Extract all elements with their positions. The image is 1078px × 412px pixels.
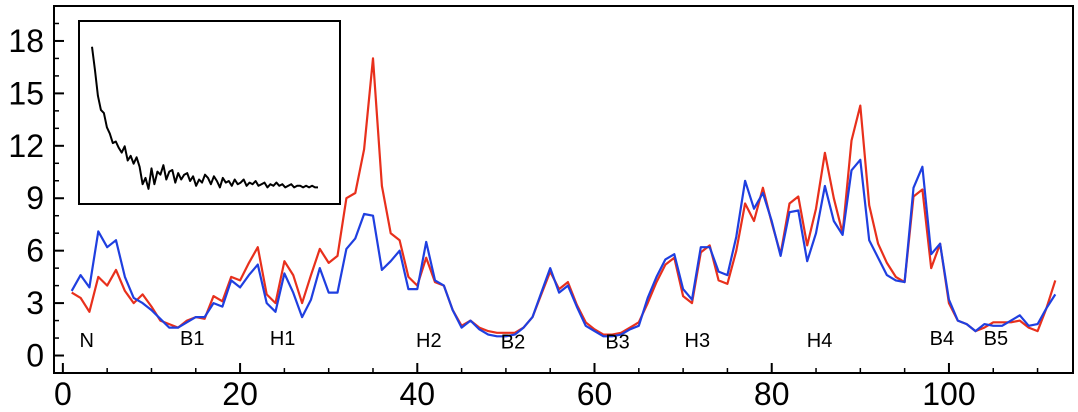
series-line-2 xyxy=(70,158,1057,338)
region-label: B1 xyxy=(180,328,204,350)
inset-series-line xyxy=(91,46,318,190)
y-tick-label: 9 xyxy=(26,180,44,216)
x-tick-label: 80 xyxy=(754,376,790,412)
y-tick-label: 0 xyxy=(26,338,44,374)
region-label: H4 xyxy=(807,330,833,352)
x-tick-label: 60 xyxy=(577,376,613,412)
plot-frame xyxy=(53,5,1074,374)
x-tick-label: 100 xyxy=(922,376,975,412)
y-axis: 0 3 6 9 12 15 18 xyxy=(8,22,64,374)
region-label: H1 xyxy=(270,328,296,350)
region-label: B2 xyxy=(501,332,525,354)
inset-frame xyxy=(78,20,341,205)
region-label: B4 xyxy=(930,328,954,350)
region-label: B5 xyxy=(984,328,1008,350)
series-line-1 xyxy=(71,57,1057,336)
x-tick-label: 0 xyxy=(54,376,72,412)
y-tick-label: 12 xyxy=(8,128,44,164)
region-label: N xyxy=(80,330,94,352)
y-tick-label: 6 xyxy=(26,233,44,269)
x-axis: 0 20 40 60 80 100 xyxy=(54,363,1039,412)
region-labels: N B1 H1 H2 B2 B3 H3 H4 B4 B5 xyxy=(80,328,1009,353)
y-tick-label: 3 xyxy=(26,285,44,321)
x-tick-label: 20 xyxy=(222,376,258,412)
x-tick-label: 40 xyxy=(399,376,435,412)
y-tick-label: 18 xyxy=(8,23,44,59)
y-tick-label: 15 xyxy=(8,75,44,111)
series-layer xyxy=(70,57,1057,338)
region-label: H3 xyxy=(685,330,711,352)
region-label: H2 xyxy=(416,330,442,352)
inset-chart xyxy=(78,20,341,205)
region-label: B3 xyxy=(605,332,629,354)
